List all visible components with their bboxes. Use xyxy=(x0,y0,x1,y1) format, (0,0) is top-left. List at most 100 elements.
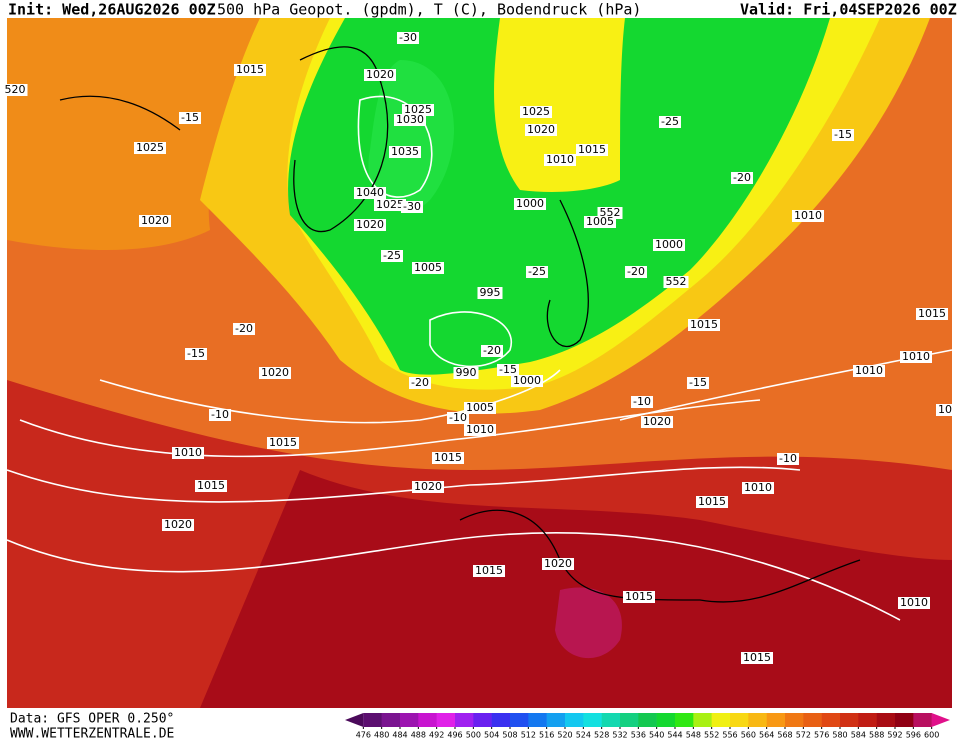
label-box xyxy=(514,198,546,210)
colorbar-tick-label: 496 xyxy=(447,731,462,740)
colorbar-swatch xyxy=(455,713,474,727)
label-box xyxy=(162,519,194,531)
label-box xyxy=(464,424,496,436)
isoline-label: 1020 xyxy=(366,68,394,81)
label-box xyxy=(354,187,386,199)
label-box xyxy=(900,351,932,363)
label-box xyxy=(397,32,419,44)
isoline-label: 1010 xyxy=(546,153,574,166)
colorbar-tick-label: 532 xyxy=(612,731,627,740)
isoline-label: -15 xyxy=(187,347,205,360)
label-box xyxy=(354,219,386,231)
isoline-label: 1015 xyxy=(918,307,946,320)
label-box xyxy=(259,367,291,379)
label-box xyxy=(389,146,421,158)
isoline-label: -10 xyxy=(779,452,797,465)
label-box xyxy=(936,404,954,416)
label-box xyxy=(179,112,201,124)
isoline-label: 1035 xyxy=(391,145,419,158)
isoline-label: 520 xyxy=(5,83,26,96)
label-box xyxy=(412,481,444,493)
colorbar-swatch xyxy=(620,713,639,727)
colorbar-swatch xyxy=(436,713,456,727)
colorbar-tick-label: 476 xyxy=(356,731,371,740)
isoline-label: -15 xyxy=(181,111,199,124)
hot-core xyxy=(555,587,622,659)
label-box xyxy=(731,172,753,184)
label-box xyxy=(432,452,464,464)
colorbar-swatch xyxy=(583,713,602,727)
isoline-label: -10 xyxy=(449,411,467,424)
colorbar-swatch xyxy=(711,713,731,727)
colorbar-swatch xyxy=(931,713,950,727)
colorbar-swatch xyxy=(601,713,621,727)
isoline-label: 995 xyxy=(480,286,501,299)
colorbar-swatch xyxy=(656,713,676,727)
label-box xyxy=(696,496,728,508)
colorbar-swatch xyxy=(840,713,859,727)
isoline-label: 1010 xyxy=(900,596,928,609)
colorbar-swatch xyxy=(510,713,529,727)
label-box xyxy=(477,287,503,299)
isoline-label: 1015 xyxy=(236,63,264,76)
isoline-label: -15 xyxy=(834,128,852,141)
colorbar-swatch xyxy=(491,713,511,727)
colorbar-swatch xyxy=(913,713,932,727)
label-box xyxy=(741,652,773,664)
isoline-label: 1020 xyxy=(643,415,671,428)
isoline-label: -25 xyxy=(661,115,679,128)
colorbar-tick-label: 592 xyxy=(887,731,902,740)
colorbar-swatch xyxy=(418,713,437,727)
label-box xyxy=(409,377,431,389)
isoline-label: -20 xyxy=(483,344,501,357)
colorbar-tick-label: 596 xyxy=(906,731,921,740)
colorbar-tick-label: 488 xyxy=(411,731,426,740)
colorbar-tick-label: 528 xyxy=(594,731,609,740)
isoline-label: 1020 xyxy=(164,518,192,531)
isoline-label: 1015 xyxy=(743,651,771,664)
isoline-label: 1015 xyxy=(269,436,297,449)
label-box xyxy=(688,319,720,331)
header-bar xyxy=(0,0,959,18)
label-box xyxy=(209,409,231,421)
colorbar-tick-label: 500 xyxy=(466,731,481,740)
label-box xyxy=(625,266,647,278)
colorbar-swatch xyxy=(895,713,914,727)
label-box xyxy=(195,480,227,492)
isoline-label: 1015 xyxy=(434,451,462,464)
isoline-label: 1020 xyxy=(527,123,555,136)
colorbar-swatch xyxy=(876,713,896,727)
colorbar-tick-label: 540 xyxy=(649,731,664,740)
colorbar-tick-label: 484 xyxy=(392,731,407,740)
isoline-label: 1010 xyxy=(794,209,822,222)
label-box xyxy=(233,323,255,335)
colorbar-tick-label: 520 xyxy=(557,731,572,740)
isoline-label: 1025 xyxy=(136,141,164,154)
isobar xyxy=(357,95,433,198)
colorbar-tick-label: 480 xyxy=(374,731,389,740)
label-box xyxy=(447,412,469,424)
label-box xyxy=(659,116,681,128)
isoline-label: -25 xyxy=(383,249,401,262)
colorbar-tick-label: 576 xyxy=(814,731,829,740)
colorbar-swatch xyxy=(565,713,584,727)
colorbar-tick-label: 572 xyxy=(796,731,811,740)
colorbar-tick-label: 564 xyxy=(759,731,774,740)
colorbar-swatch xyxy=(766,713,786,727)
label-box xyxy=(853,365,885,377)
valid-time: Valid: Fri,04SEP2026 00Z xyxy=(740,1,957,19)
website: WWW.WETTERZENTRALE.DE xyxy=(10,727,174,741)
colorbar-swatch xyxy=(785,713,804,727)
isoline-label: 1005 xyxy=(586,215,614,228)
isoline-label: 1015 xyxy=(690,318,718,331)
isoline-label: -30 xyxy=(403,200,421,213)
label-box xyxy=(139,215,171,227)
colorbar-tick-label: 516 xyxy=(539,731,554,740)
label-box xyxy=(185,348,207,360)
isoline-label: 1020 xyxy=(261,366,289,379)
isobar xyxy=(6,466,801,503)
label-box xyxy=(584,216,616,228)
colorbar-swatch xyxy=(638,713,657,727)
